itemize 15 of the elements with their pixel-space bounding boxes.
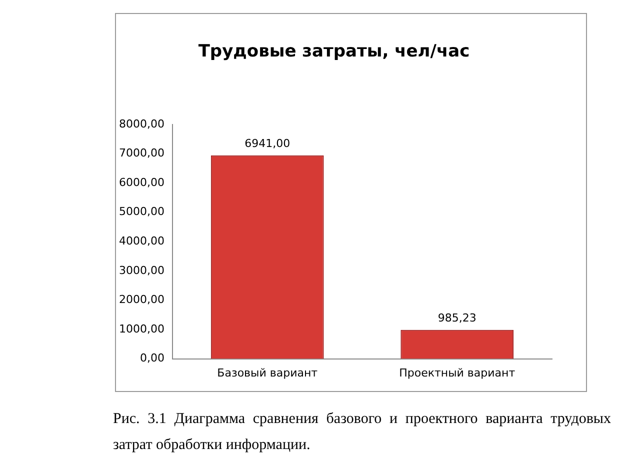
y-tick-label: 7000,00: [118, 146, 164, 160]
y-tick-label: 3000,00: [118, 264, 164, 277]
text: Рис. 3.1 Диаграмма сравнения базового и проектного варианта трудовых затрат обработки информации.: [113, 410, 611, 455]
y-tick-label: 8000,00: [118, 117, 164, 130]
y-tick-label: 0,00: [140, 352, 164, 365]
y-tick-label: 4000,00: [118, 234, 164, 248]
y-tick-label: 2000,00: [118, 293, 164, 306]
x-tick-label: Проектный вариант: [399, 366, 516, 380]
y-tick-label: 6000,00: [118, 176, 164, 189]
y-tick-label: 1000,00: [118, 322, 164, 336]
data-label: 985,23: [438, 311, 476, 324]
chart-title: Трудовые затраты, чел/час: [198, 42, 470, 62]
x-tick-label: Базовый вариант: [217, 366, 318, 380]
data-label: 6941,00: [244, 136, 290, 150]
y-tick-label: 5000,00: [118, 205, 164, 218]
